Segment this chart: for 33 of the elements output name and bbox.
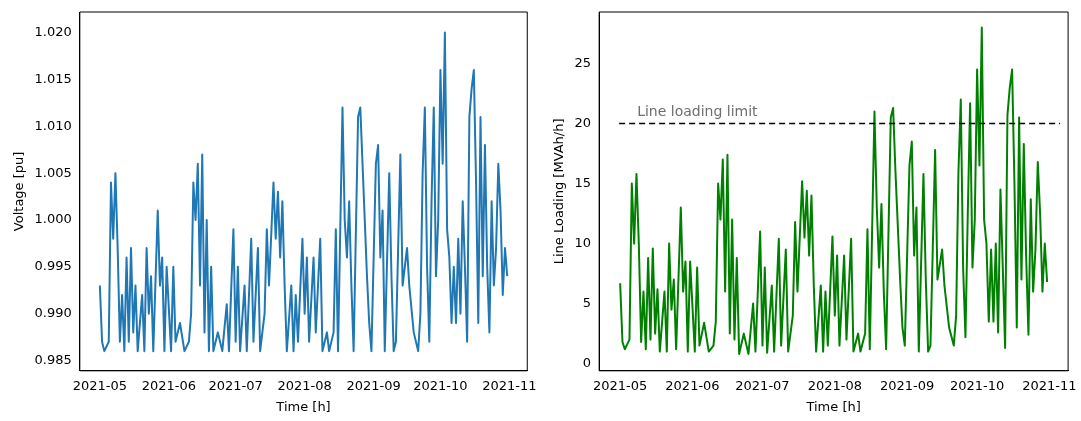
y-tick-label: 0 [582, 354, 592, 370]
y-tick-label: 0.985 [34, 351, 72, 367]
y-tick-label: 0.990 [34, 305, 72, 321]
x-tick-label: 2021-05 [72, 377, 128, 393]
x-tick-label: 2021-07 [735, 377, 790, 393]
y-tick-label: 0.995 [34, 258, 72, 274]
x-tick-label: 2021-08 [807, 377, 862, 393]
ref-line-label: Line loading limit [637, 103, 759, 120]
x-axis-title: Time [h] [805, 398, 861, 414]
y-tick-label: 10 [574, 234, 592, 250]
y-tick-label: 20 [574, 114, 592, 130]
y-tick-label: 1.000 [34, 211, 72, 227]
y-axis-title: Line Loading [MVAh/h] [551, 118, 567, 265]
y-tick-label: 25 [574, 54, 592, 70]
x-tick-label: 2021-06 [665, 377, 720, 393]
y-tick-label: 1.020 [34, 23, 72, 39]
y-tick-label: 1.005 [34, 164, 72, 180]
x-tick-label: 2021-11 [482, 377, 537, 393]
x-tick-label: 2021-06 [141, 377, 197, 393]
x-tick-label: 2021-08 [277, 377, 332, 393]
y-tick-label: 15 [574, 174, 592, 190]
y-tick-label: 5 [582, 294, 592, 310]
x-tick-label: 2021-07 [208, 377, 263, 393]
y-axis-title: Voltage [pu] [11, 151, 27, 232]
x-tick-label: 2021-10 [413, 377, 468, 393]
x-tick-label: 2021-11 [1022, 377, 1077, 393]
x-axis-title: Time [h] [275, 398, 331, 414]
x-tick-label: 2021-09 [346, 377, 401, 393]
y-tick-label: 1.010 [34, 117, 72, 133]
x-tick-label: 2021-10 [949, 377, 1005, 393]
x-tick-label: 2021-05 [592, 377, 648, 393]
y-tick-label: 1.015 [34, 70, 72, 86]
x-tick-label: 2021-09 [879, 377, 935, 393]
